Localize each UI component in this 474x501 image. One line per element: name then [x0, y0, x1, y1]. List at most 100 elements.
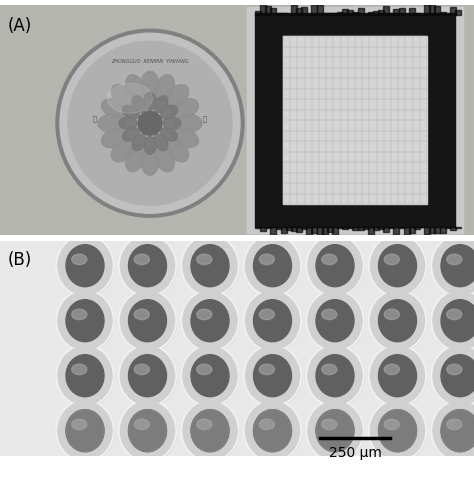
Bar [373, 11, 379, 15]
Ellipse shape [120, 347, 176, 407]
Ellipse shape [308, 347, 364, 407]
Bar [281, 227, 287, 232]
Ellipse shape [431, 400, 474, 462]
Bar [445, 227, 451, 228]
Ellipse shape [447, 254, 462, 265]
Ellipse shape [316, 410, 354, 452]
Ellipse shape [308, 236, 364, 297]
Bar [363, 227, 369, 229]
Ellipse shape [441, 410, 474, 452]
Ellipse shape [441, 355, 474, 397]
Ellipse shape [120, 347, 174, 405]
Ellipse shape [259, 309, 274, 320]
Ellipse shape [431, 290, 474, 352]
Bar [317, 5, 322, 15]
Bar [439, 227, 446, 233]
Ellipse shape [431, 345, 474, 407]
Bar [393, 9, 400, 15]
Ellipse shape [191, 410, 229, 452]
Bar [322, 13, 328, 15]
Bar [378, 10, 384, 15]
Ellipse shape [441, 244, 474, 287]
Ellipse shape [120, 402, 174, 460]
Ellipse shape [384, 254, 400, 265]
Bar [342, 227, 348, 229]
Ellipse shape [128, 355, 166, 397]
Ellipse shape [101, 128, 128, 148]
Ellipse shape [246, 292, 300, 350]
Circle shape [60, 33, 240, 213]
Ellipse shape [322, 419, 337, 430]
Ellipse shape [246, 402, 301, 462]
Ellipse shape [244, 290, 301, 352]
Ellipse shape [144, 92, 156, 110]
Ellipse shape [172, 99, 199, 119]
Ellipse shape [246, 236, 301, 297]
Ellipse shape [174, 114, 202, 132]
Bar [337, 227, 343, 228]
Bar [455, 10, 461, 15]
Ellipse shape [254, 244, 292, 287]
Bar [450, 227, 456, 230]
Ellipse shape [371, 236, 427, 297]
Ellipse shape [172, 128, 199, 148]
Ellipse shape [183, 402, 239, 462]
Ellipse shape [66, 244, 104, 287]
Ellipse shape [120, 236, 174, 295]
Ellipse shape [368, 345, 427, 407]
Ellipse shape [183, 292, 237, 350]
Ellipse shape [128, 410, 166, 452]
Ellipse shape [119, 117, 137, 129]
Bar [399, 227, 405, 228]
Bar [311, 227, 318, 233]
Bar [255, 11, 261, 15]
Bar [275, 227, 282, 229]
Ellipse shape [111, 138, 135, 162]
Ellipse shape [371, 292, 425, 350]
Ellipse shape [322, 254, 337, 265]
Ellipse shape [72, 364, 87, 375]
Ellipse shape [183, 347, 239, 407]
Bar [409, 227, 415, 233]
Ellipse shape [56, 345, 114, 407]
Ellipse shape [316, 300, 354, 342]
Bar [275, 14, 282, 15]
Bar [439, 12, 446, 15]
Ellipse shape [371, 236, 425, 295]
Ellipse shape [161, 105, 177, 119]
Ellipse shape [254, 355, 292, 397]
Ellipse shape [123, 127, 139, 141]
Bar [270, 8, 276, 15]
Ellipse shape [134, 419, 149, 430]
Ellipse shape [72, 254, 87, 265]
Bar [378, 227, 384, 229]
Bar [347, 10, 353, 15]
Ellipse shape [181, 290, 239, 352]
Bar [317, 227, 322, 235]
Ellipse shape [120, 292, 174, 350]
Ellipse shape [58, 347, 112, 405]
Bar [368, 12, 374, 15]
Ellipse shape [246, 292, 301, 352]
Bar [373, 227, 379, 230]
Circle shape [138, 111, 162, 135]
Ellipse shape [254, 410, 292, 452]
Ellipse shape [433, 292, 474, 350]
Ellipse shape [368, 400, 427, 462]
Bar [286, 227, 292, 230]
Ellipse shape [118, 345, 176, 407]
Ellipse shape [183, 236, 237, 295]
Bar [435, 227, 440, 233]
Bar [342, 9, 348, 15]
Ellipse shape [254, 300, 292, 342]
Bar [383, 227, 389, 231]
Bar [332, 13, 338, 15]
Bar [414, 13, 420, 15]
Ellipse shape [447, 419, 462, 430]
Ellipse shape [56, 400, 114, 462]
Ellipse shape [371, 402, 425, 460]
Bar [332, 227, 338, 234]
Ellipse shape [191, 410, 229, 452]
Ellipse shape [120, 402, 176, 462]
Bar [404, 227, 410, 235]
